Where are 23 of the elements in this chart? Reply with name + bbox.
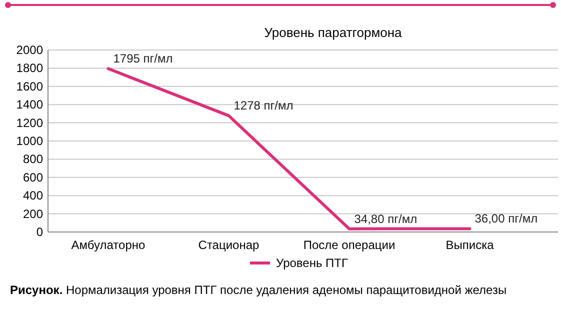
y-tick-label: 800 xyxy=(22,152,44,166)
y-tick-label: 400 xyxy=(22,188,44,203)
y-tick-label: 1200 xyxy=(16,116,44,130)
y-tick-label: 1600 xyxy=(16,79,44,94)
data-label: 1278 пг/мл xyxy=(234,98,294,113)
y-tick-label: 1400 xyxy=(16,98,44,112)
y-tick-label: 200 xyxy=(22,206,44,221)
chart-title: Уровень паратгормона xyxy=(264,25,403,40)
y-tick-label: 1000 xyxy=(16,134,44,148)
data-label: 1795 пг/мл xyxy=(113,52,173,66)
y-tick-label: 1800 xyxy=(16,61,44,76)
data-label: 34,80 пг/мл xyxy=(354,212,418,226)
data-label: 36,00 пг/мл xyxy=(474,212,538,226)
x-tick-label: Амбулаторно xyxy=(71,238,146,252)
legend-label: Уровень ПТГ xyxy=(276,256,349,270)
y-tick-label: 2000 xyxy=(16,43,44,57)
text: Рисунок. Нормализация уровня ПТГ после удаления аденомы паращитовидной железы xyxy=(10,283,507,297)
x-tick-label: Выписка xyxy=(446,238,494,252)
x-tick-label: Стационар xyxy=(198,238,260,252)
line-series xyxy=(106,67,472,230)
x-tick-label: После операции xyxy=(303,238,396,252)
y-tick-label: 600 xyxy=(22,170,44,184)
y-tick-label: 0 xyxy=(36,225,44,239)
